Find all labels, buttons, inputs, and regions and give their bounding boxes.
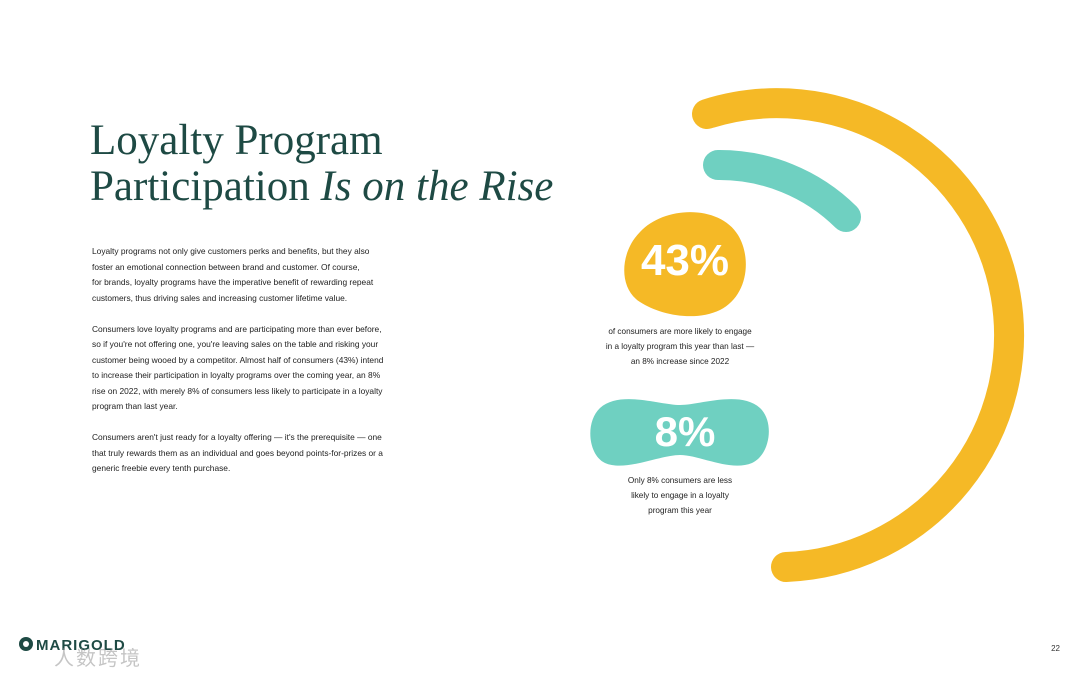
title-line: Loyalty Program — [90, 117, 383, 164]
watermark: 人数跨境 — [54, 648, 142, 670]
text-line: rise on 2022, with merely 8% of consumer… — [92, 385, 383, 396]
text-line: customer being wooed by a competitor. Al… — [92, 354, 384, 365]
stat-caption: of consumers are more likely to engage in… — [580, 324, 780, 369]
caption-line: Only 8% consumers are less — [627, 476, 733, 485]
logo-icon — [19, 637, 33, 651]
text-line: foster an emotional connection between b… — [92, 261, 360, 272]
teal-blob — [590, 399, 769, 466]
text-line: Consumers love loyalty programs and are … — [92, 323, 382, 334]
text-line: generic freebie every tenth purchase. — [92, 463, 231, 473]
yellow-arc — [692, 88, 1025, 582]
text-line: so if you're not offering one, you're le… — [92, 339, 379, 349]
yellow-blob — [624, 212, 746, 317]
paragraph: Consumers aren't just ready for a loyalt… — [92, 430, 432, 477]
title-line: Participation — [90, 163, 321, 210]
stat-caption: Only 8% consumers are less likely to enga… — [580, 473, 780, 518]
text-line: for brands, loyalty programs have the im… — [92, 277, 374, 287]
title-italic: Is on the Rise — [320, 163, 554, 210]
text-line: customers, thus driving sales and increa… — [92, 292, 348, 303]
text-line: Consumers aren't just ready for a loyalt… — [92, 432, 382, 442]
caption-line: program this year — [648, 506, 712, 515]
logo: MARIGOLD — [36, 637, 126, 654]
text-line: to increase their participation in loyal… — [92, 370, 381, 380]
text-line: Loyalty programs not only give customers… — [92, 246, 370, 256]
caption-line: likely to engage in a loyalty — [631, 491, 729, 500]
body-text: Loyalty programs not only give customers… — [92, 244, 432, 492]
title: Loyalty Program Participation Is on the R… — [90, 118, 553, 210]
text-line: program than last year. — [92, 401, 178, 411]
teal-arc — [703, 149, 861, 232]
page-number: 22 — [1051, 644, 1060, 653]
text-line: that truly rewards them as an individual… — [92, 447, 383, 458]
paragraph: Consumers love loyalty programs and are … — [92, 322, 432, 415]
caption-line: in a loyalty program this year than last… — [605, 342, 755, 351]
caption-line: an 8% increase since 2022 — [630, 357, 730, 366]
caption-line: of consumers are more likely to engage — [608, 327, 752, 336]
paragraph: Loyalty programs not only give customers… — [92, 244, 432, 306]
stat-value: 8% — [654, 408, 716, 455]
stat-value: 43% — [640, 236, 730, 285]
